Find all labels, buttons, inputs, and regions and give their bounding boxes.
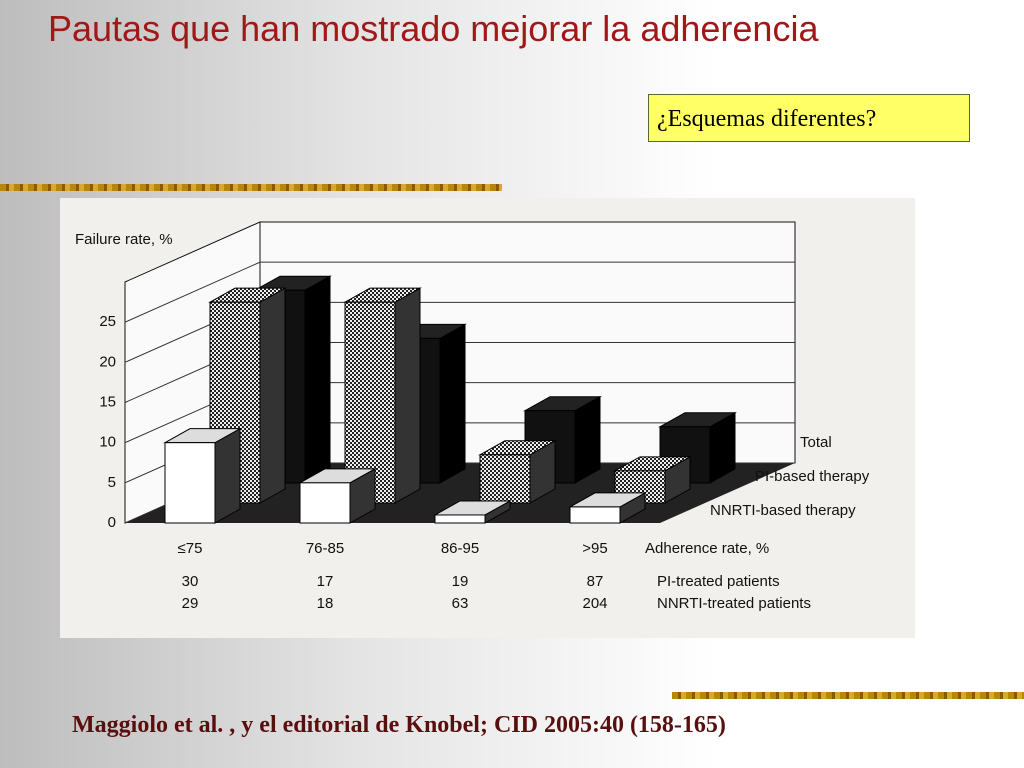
- y-tick-label: 15: [99, 393, 116, 410]
- table-cell: 30: [182, 573, 199, 590]
- y-tick-label: 20: [99, 353, 116, 370]
- x-tick-label: 76-85: [306, 540, 344, 557]
- table-cell: 17: [317, 573, 334, 590]
- y-tick-label: 5: [108, 474, 116, 491]
- bar: [164, 442, 216, 524]
- bar-side: [574, 395, 601, 484]
- y-axis-label: Failure rate, %: [75, 231, 173, 248]
- callout-box: ¿Esquemas diferentes?: [648, 94, 970, 142]
- bar-side: [439, 323, 466, 484]
- decor-rule: [0, 184, 502, 191]
- table-cell: 87: [587, 573, 604, 590]
- x-tick-label: >95: [582, 540, 607, 557]
- x-tick-label: ≤75: [178, 540, 203, 557]
- slide-title: Pautas que han mostrado mejorar la adher…: [48, 8, 819, 49]
- bar-side: [214, 427, 241, 524]
- x-tick-label: 86-95: [441, 540, 479, 557]
- table-cell: 18: [317, 595, 334, 612]
- table-row-label: PI-treated patients: [657, 573, 780, 590]
- bar: [299, 482, 351, 524]
- bar: [434, 514, 486, 524]
- table-row-label: NNRTI-treated patients: [657, 595, 811, 612]
- bar: [569, 506, 621, 524]
- y-tick-label: 25: [99, 313, 116, 330]
- bar-side: [259, 287, 286, 504]
- bar-side: [394, 287, 421, 504]
- bar-side: [304, 275, 331, 484]
- table-cell: 63: [452, 595, 469, 612]
- legend-label: PI-based therapy: [755, 468, 870, 485]
- table-cell: 19: [452, 573, 469, 590]
- bar: [479, 454, 531, 504]
- legend-label: NNRTI-based therapy: [710, 502, 856, 519]
- y-tick-label: 0: [108, 514, 116, 531]
- x-axis-label: Adherence rate, %: [645, 540, 769, 557]
- legend-label: Total: [800, 434, 832, 451]
- grid-line: [124, 261, 795, 323]
- table-cell: 29: [182, 595, 199, 612]
- table-cell: 204: [582, 595, 607, 612]
- decor-rule: [672, 692, 1024, 699]
- citation: Maggiolo et al. , y el editorial de Knob…: [72, 712, 726, 738]
- y-tick-label: 10: [99, 434, 116, 451]
